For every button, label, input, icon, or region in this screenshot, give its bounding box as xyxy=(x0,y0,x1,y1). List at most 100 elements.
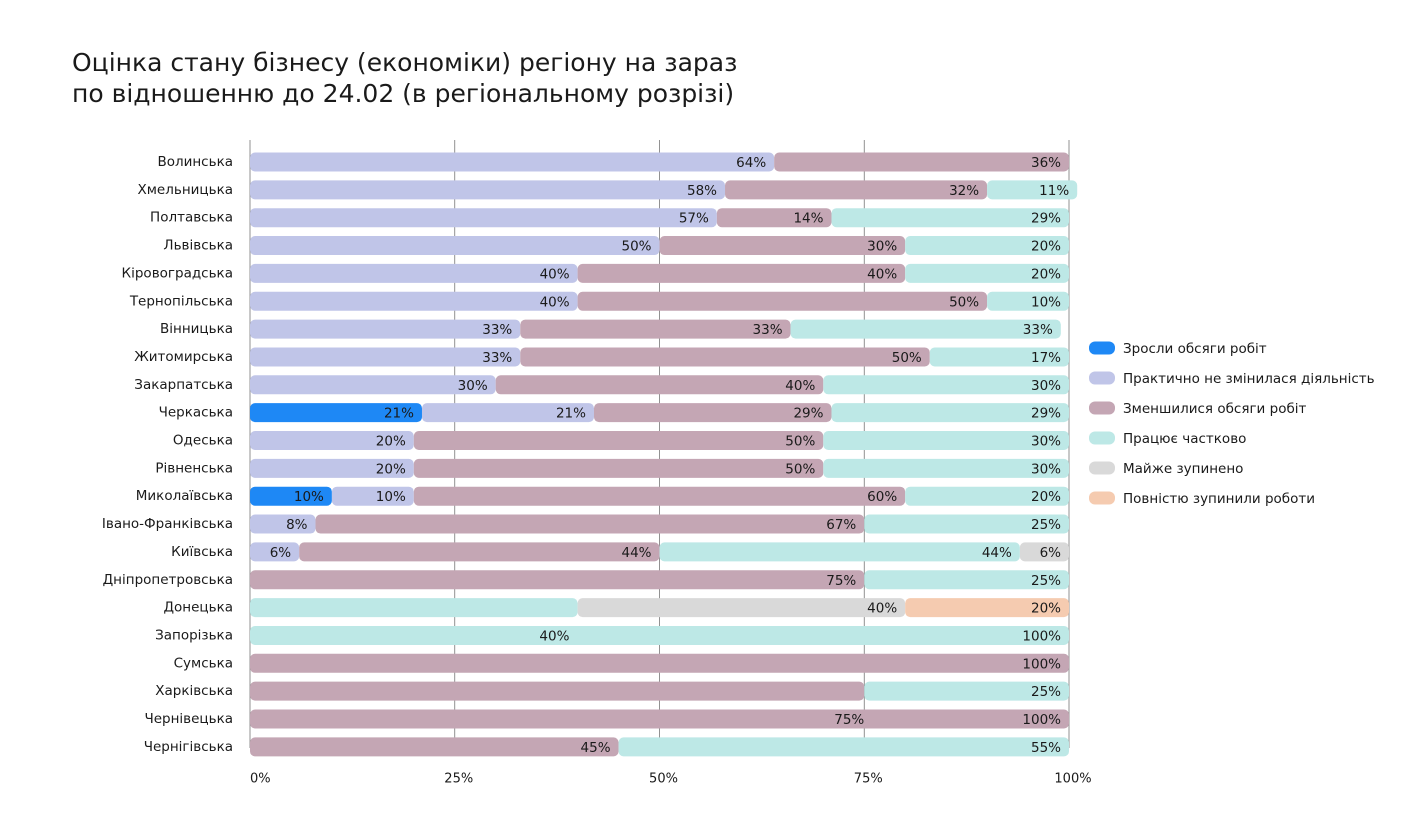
category-label: Кіровоградська xyxy=(122,265,233,281)
value-label: 100% xyxy=(1022,656,1061,672)
value-label: 50% xyxy=(621,239,651,255)
bar-segment xyxy=(421,403,594,423)
value-label: 20% xyxy=(1031,489,1061,505)
bar-segment xyxy=(823,431,1069,450)
value-label: 67% xyxy=(826,517,856,533)
value-label: 58% xyxy=(687,183,717,199)
value-label: 14% xyxy=(793,211,823,227)
value-label: 40% xyxy=(785,378,815,394)
value-label: 21% xyxy=(384,406,414,422)
bar-segment xyxy=(659,236,906,256)
value-label: 44% xyxy=(621,545,651,561)
value-label: 44% xyxy=(982,545,1012,561)
bar-segment xyxy=(905,486,1069,506)
value-label: 30% xyxy=(1031,378,1061,394)
category-label: Вінницька xyxy=(160,321,233,337)
value-label: 33% xyxy=(1023,322,1053,338)
bar-segment xyxy=(250,653,1069,673)
value-label: 55% xyxy=(1031,740,1061,756)
bar-segment xyxy=(823,458,1069,478)
category-label: Черкаська xyxy=(159,405,233,421)
bar-segment xyxy=(250,458,414,478)
bar-segment xyxy=(250,319,521,339)
value-label: 32% xyxy=(949,183,979,199)
bar-segment xyxy=(905,263,1069,283)
bar-segment xyxy=(250,625,1069,645)
value-label: 10% xyxy=(1031,294,1061,310)
bar-segment xyxy=(250,570,865,590)
bar-segment xyxy=(250,403,422,423)
bar-segment xyxy=(331,486,414,506)
annotation: 75% xyxy=(834,712,864,728)
legend-label: Майже зупинено xyxy=(1123,461,1243,477)
bar-segment xyxy=(250,236,660,256)
value-label: 64% xyxy=(736,155,766,171)
category-label: Сумська xyxy=(174,655,233,671)
category-label: Львівська xyxy=(163,238,233,254)
bar-segment xyxy=(520,347,930,367)
category-label: Запорізька xyxy=(155,627,233,643)
bar-segment xyxy=(716,208,832,228)
value-label: 50% xyxy=(785,434,815,450)
value-label: 100% xyxy=(1022,712,1061,728)
value-label: 30% xyxy=(1031,434,1061,450)
bar-segment xyxy=(250,542,300,562)
value-label: 6% xyxy=(270,545,292,561)
value-label: 60% xyxy=(867,489,897,505)
bar-segment xyxy=(299,542,660,562)
bar-segment xyxy=(905,236,1069,256)
chart-title: по відношенню до 24.02 (в регіональному … xyxy=(72,79,734,108)
category-label: Волинська xyxy=(157,154,233,170)
bar-segment xyxy=(577,291,988,311)
value-label: 20% xyxy=(1031,239,1061,255)
legend-label: Повністю зупинили роботи xyxy=(1123,491,1315,507)
x-tick-label: 100% xyxy=(1054,772,1091,787)
bar-segment xyxy=(831,403,1069,423)
bar-segment xyxy=(250,486,332,506)
legend-swatch xyxy=(1089,371,1115,385)
legend-swatch xyxy=(1089,401,1115,415)
legend-label: Зменшилися обсяги робіт xyxy=(1123,401,1307,417)
value-label: 50% xyxy=(785,461,815,477)
legend-swatch xyxy=(1089,431,1115,445)
value-label: 6% xyxy=(1040,545,1062,561)
value-label: 29% xyxy=(1031,406,1061,422)
bar-segment xyxy=(774,152,1069,172)
bar-segment xyxy=(250,375,496,395)
bar-segment xyxy=(250,208,717,228)
value-label: 50% xyxy=(892,350,922,366)
value-label: 30% xyxy=(867,239,897,255)
value-label: 40% xyxy=(540,294,570,310)
x-tick-label: 25% xyxy=(444,772,473,787)
legend-swatch xyxy=(1089,491,1115,505)
value-label: 45% xyxy=(581,740,611,756)
bar-segment xyxy=(315,514,865,534)
category-label: Дніпропетровська xyxy=(103,572,233,588)
category-label: Миколаївська xyxy=(136,488,233,504)
bar-segment xyxy=(495,375,824,395)
bar-segment xyxy=(864,570,1069,590)
bar-segment xyxy=(823,375,1069,395)
value-label: 50% xyxy=(949,294,979,310)
value-label: 20% xyxy=(1031,266,1061,282)
category-label: Чернігівська xyxy=(144,739,233,755)
bar-segment xyxy=(831,208,1069,228)
bar-segment xyxy=(250,598,578,618)
value-label: 57% xyxy=(679,211,709,227)
bar-segment xyxy=(618,737,1069,757)
bar-segment xyxy=(790,319,1061,339)
bar-segment xyxy=(250,263,578,283)
bar-segment xyxy=(413,431,824,450)
bar-segment xyxy=(987,180,1078,200)
value-label: 30% xyxy=(458,378,488,394)
legend-swatch xyxy=(1089,341,1115,355)
value-label: 40% xyxy=(540,266,570,282)
value-label: 40% xyxy=(867,266,897,282)
category-label: Одеська xyxy=(173,433,233,449)
value-label: 10% xyxy=(294,489,324,505)
x-tick-label: 50% xyxy=(649,772,678,787)
bar-segment xyxy=(250,737,619,757)
bar-segment xyxy=(659,542,1020,562)
value-label: 30% xyxy=(1031,461,1061,477)
annotation: 40% xyxy=(539,628,569,644)
